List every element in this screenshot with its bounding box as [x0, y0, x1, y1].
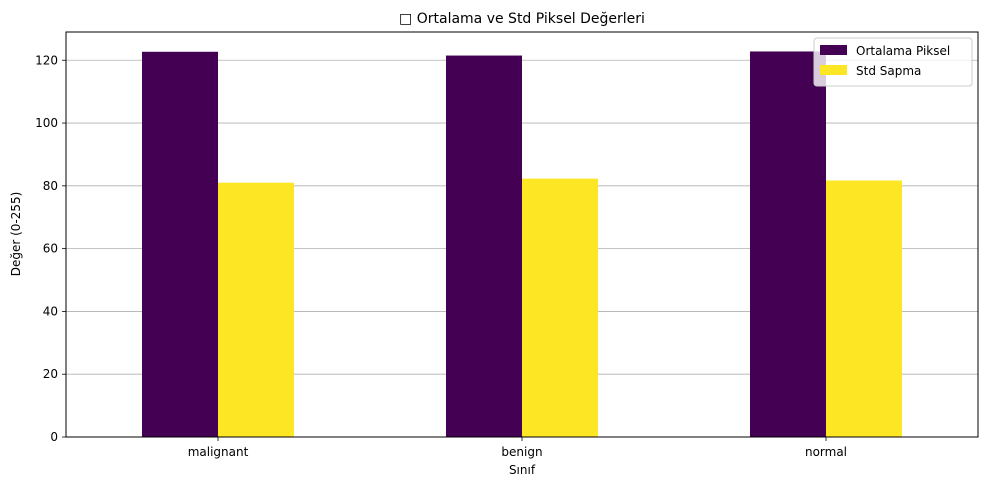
legend-label: Std Sapma: [856, 64, 921, 78]
bar-malignant-mean: [142, 51, 218, 438]
x-axis-ticks: malignant benign normal: [188, 437, 847, 459]
x-tick-label: normal: [805, 445, 847, 459]
legend-swatch-std: [820, 65, 847, 75]
y-tick-label: 80: [43, 179, 58, 193]
x-axis-label: Sınıf: [509, 463, 536, 477]
bar-normal-mean: [750, 51, 826, 437]
y-tick-label: 40: [43, 304, 58, 318]
legend-swatch-mean: [820, 45, 847, 55]
y-tick-label: 0: [50, 430, 58, 444]
bar-normal-std: [826, 180, 902, 437]
legend-frame: [813, 37, 973, 87]
y-axis-label: Değer (0-255): [9, 192, 23, 277]
x-tick-label: benign: [501, 445, 542, 459]
chart-title: □ Ortalama ve Std Piksel Değerleri: [399, 11, 645, 27]
y-axis-ticks: 0 20 40 60 80 100 120: [35, 53, 66, 444]
bar-malignant-std: [218, 182, 294, 437]
y-tick-label: 60: [43, 242, 58, 256]
legend-label: Ortalama Piksel: [856, 44, 950, 58]
x-tick-label: malignant: [188, 445, 249, 459]
bar-benign-std: [522, 178, 598, 437]
y-tick-label: 100: [35, 116, 58, 130]
y-tick-label: 20: [43, 367, 58, 381]
bars: [142, 51, 902, 438]
bar-benign-mean: [446, 55, 522, 438]
y-tick-label: 120: [35, 53, 58, 67]
legend: Ortalama Piksel Std Sapma: [813, 37, 973, 87]
